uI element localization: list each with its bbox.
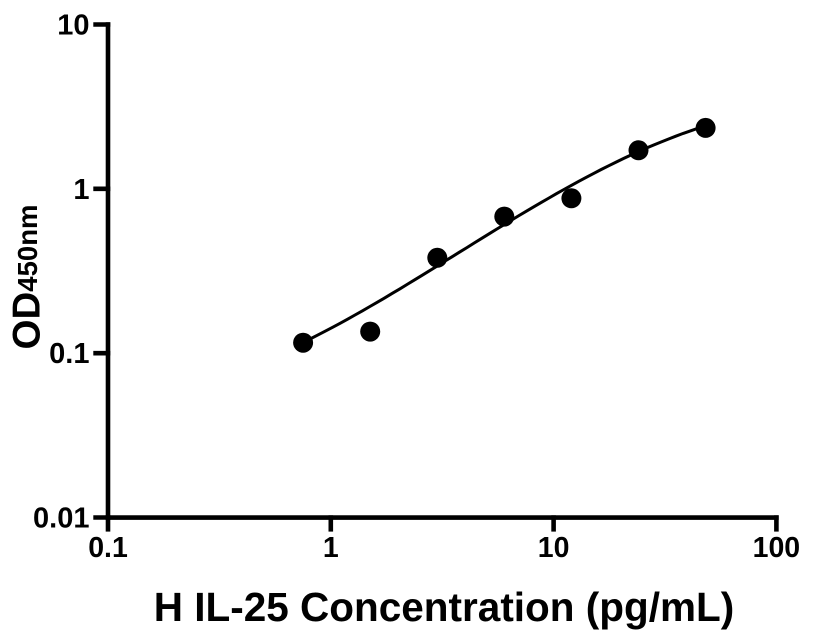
svg-text:1: 1 [323,532,339,564]
svg-text:0.1: 0.1 [88,532,128,564]
svg-text:10: 10 [538,532,570,564]
svg-text:0.01: 0.01 [33,503,89,535]
svg-text:H IL-25 Concentration (pg/mL): H IL-25 Concentration (pg/mL) [154,584,735,630]
svg-text:OD450nm: OD450nm [6,205,49,350]
svg-text:0.1: 0.1 [49,338,89,370]
svg-text:10: 10 [57,10,89,42]
svg-text:100: 100 [753,532,801,564]
svg-text:1: 1 [73,174,89,206]
